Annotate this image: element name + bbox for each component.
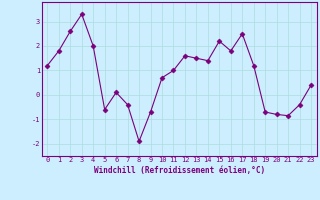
X-axis label: Windchill (Refroidissement éolien,°C): Windchill (Refroidissement éolien,°C): [94, 166, 265, 175]
